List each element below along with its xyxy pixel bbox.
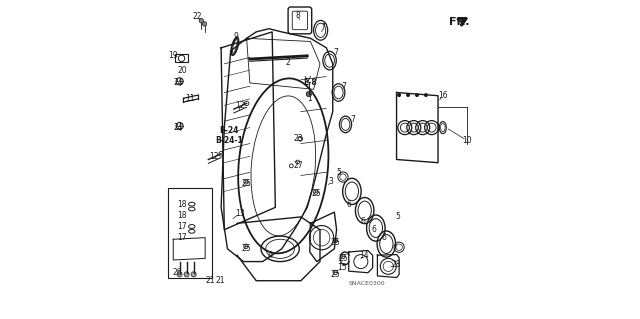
Text: 4: 4	[268, 251, 273, 260]
Text: 6: 6	[346, 200, 351, 209]
Text: 20: 20	[177, 66, 187, 75]
Text: 25: 25	[330, 270, 340, 279]
Text: 7: 7	[342, 82, 347, 91]
Text: 12: 12	[209, 152, 219, 161]
Text: 6: 6	[381, 233, 386, 242]
Circle shape	[416, 94, 419, 96]
Text: 15: 15	[337, 263, 347, 272]
Text: 8: 8	[296, 11, 301, 20]
Text: 17: 17	[177, 233, 187, 242]
Text: 11: 11	[186, 94, 195, 103]
Text: 3: 3	[329, 177, 333, 186]
Text: 18: 18	[177, 200, 187, 209]
Circle shape	[407, 94, 410, 96]
Text: 1: 1	[307, 94, 312, 103]
Text: 16: 16	[438, 91, 447, 100]
Circle shape	[307, 92, 312, 97]
Text: 25: 25	[338, 254, 348, 263]
Text: 12: 12	[235, 101, 244, 110]
Circle shape	[191, 272, 196, 277]
Text: SNACE0300: SNACE0300	[349, 281, 385, 286]
Text: 21: 21	[205, 276, 214, 285]
Bar	[168, 188, 212, 278]
Bar	[175, 54, 188, 62]
Text: 26: 26	[172, 268, 182, 277]
Text: 13: 13	[235, 209, 244, 218]
Text: B-24: B-24	[220, 126, 239, 135]
Text: 6: 6	[372, 225, 377, 234]
Text: 9: 9	[234, 32, 239, 41]
Text: FR.: FR.	[449, 17, 470, 27]
Circle shape	[424, 94, 427, 96]
Text: 10: 10	[462, 136, 472, 145]
Text: 5: 5	[396, 212, 401, 221]
Circle shape	[199, 19, 204, 23]
Circle shape	[177, 272, 182, 277]
Text: 24: 24	[173, 78, 183, 87]
Text: 21: 21	[216, 276, 225, 285]
Text: B-24-1: B-24-1	[215, 136, 243, 145]
Text: 22: 22	[193, 12, 202, 21]
Text: 23: 23	[294, 134, 303, 143]
Circle shape	[398, 94, 401, 96]
Text: 7: 7	[321, 23, 326, 32]
Text: 25: 25	[241, 179, 251, 188]
Text: 6: 6	[360, 217, 365, 226]
Text: 25: 25	[311, 189, 321, 198]
Text: 18: 18	[177, 211, 187, 220]
Text: 28: 28	[391, 260, 401, 269]
Circle shape	[202, 22, 207, 26]
Text: 19: 19	[168, 51, 177, 60]
Text: 7: 7	[333, 48, 338, 57]
Text: 17: 17	[177, 222, 187, 231]
Text: E-8: E-8	[303, 78, 317, 87]
Text: 2: 2	[285, 58, 291, 67]
Text: 7: 7	[351, 115, 355, 124]
Text: 14: 14	[359, 251, 369, 260]
Text: 25: 25	[330, 238, 340, 247]
Text: 24: 24	[173, 123, 183, 132]
Circle shape	[184, 272, 189, 277]
Text: 27: 27	[294, 161, 303, 170]
Text: 25: 25	[241, 244, 251, 253]
Text: 5: 5	[337, 168, 342, 177]
